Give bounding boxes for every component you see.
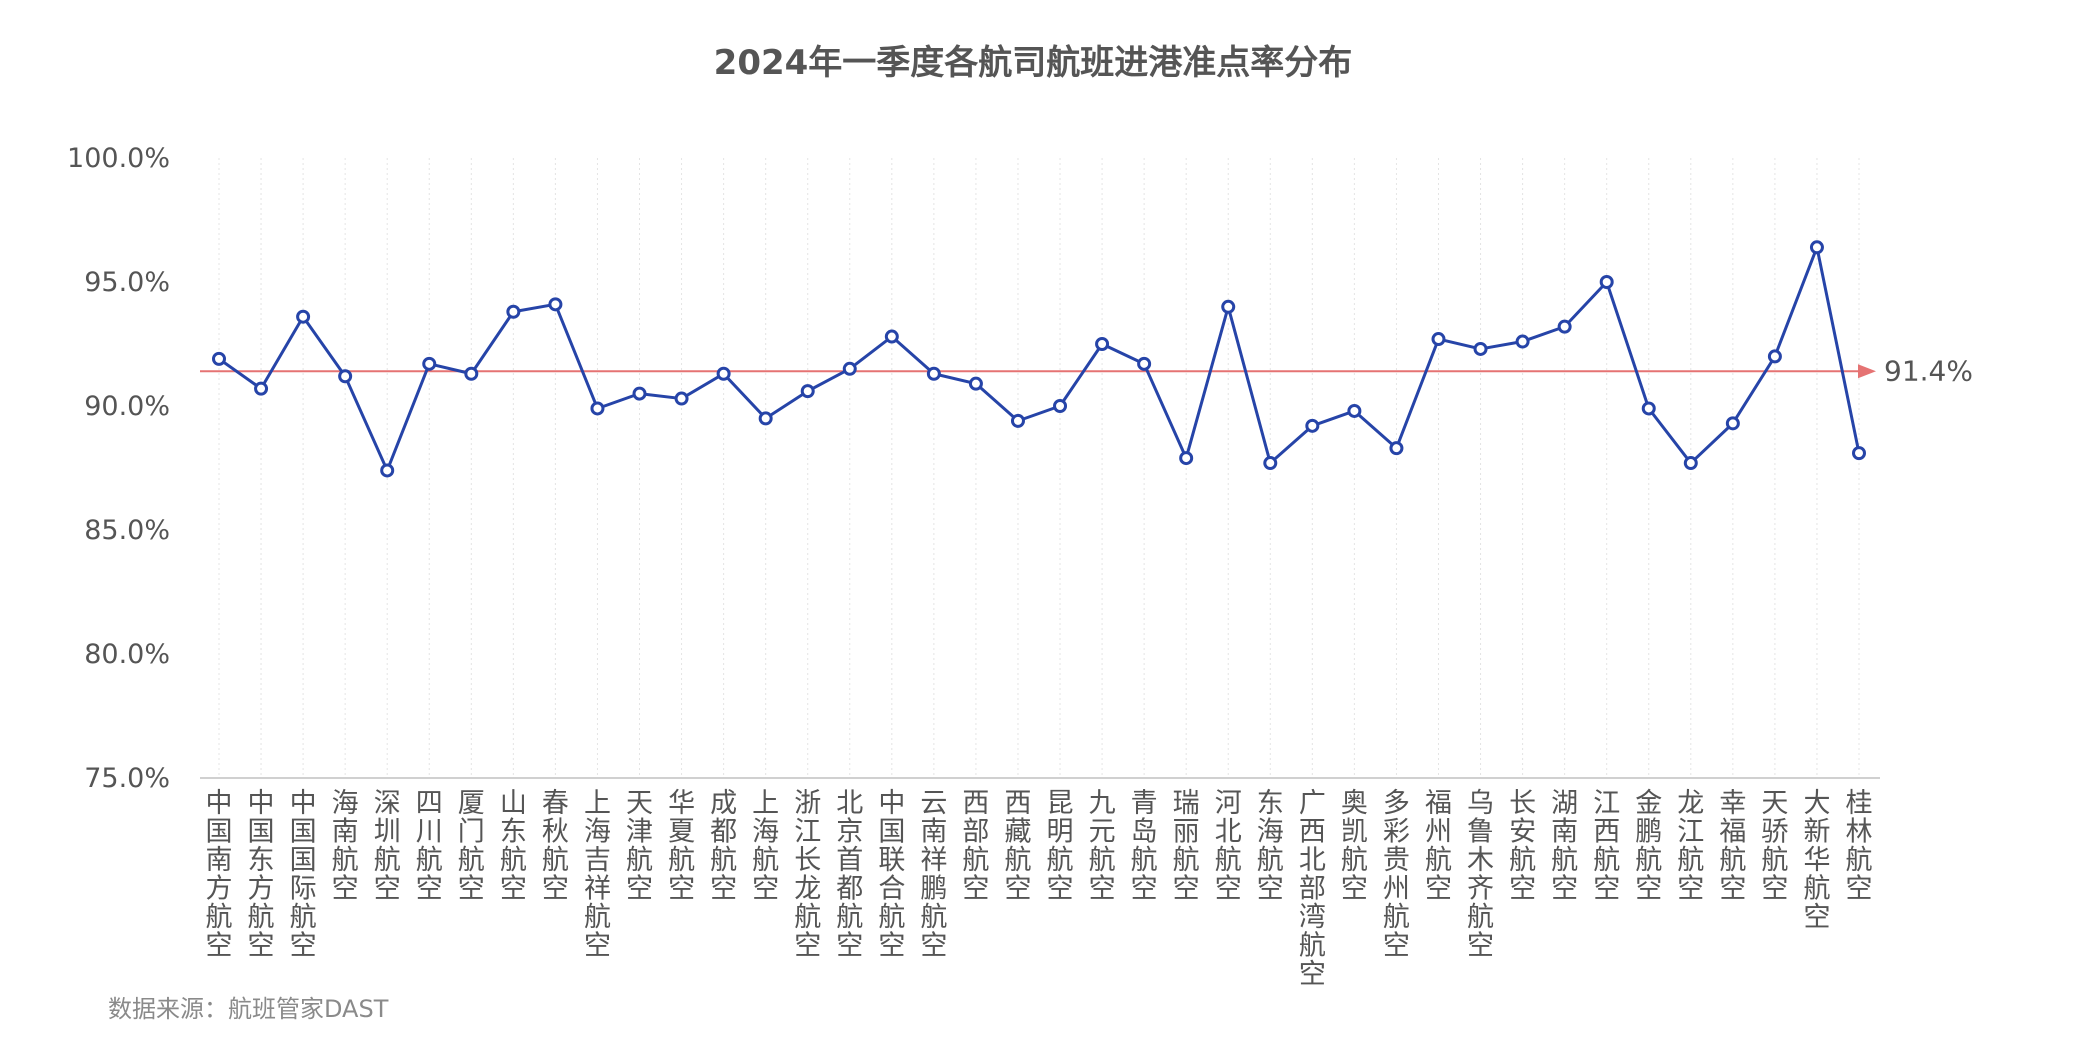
- x-tick-label: 桂林航空: [1846, 788, 1873, 905]
- data-point[interactable]: [548, 297, 563, 312]
- data-point[interactable]: [254, 381, 269, 396]
- x-tick-label: 深圳航空: [374, 788, 401, 905]
- reference-line-group: 91.4%: [200, 354, 1973, 387]
- data-point[interactable]: [1683, 456, 1698, 471]
- x-tick-label: 天津航空: [626, 788, 653, 905]
- data-point[interactable]: [1389, 441, 1404, 456]
- data-point[interactable]: [800, 384, 815, 399]
- x-tick-label: 福州航空: [1425, 788, 1452, 905]
- x-tick-label: 中国南方航空: [206, 788, 233, 962]
- x-tick-label: 天骄航空: [1761, 788, 1788, 905]
- data-point[interactable]: [632, 386, 647, 401]
- x-tick-label: 浙江长龙航空: [794, 788, 821, 962]
- data-point[interactable]: [1347, 403, 1362, 418]
- data-point[interactable]: [1725, 416, 1740, 431]
- data-point[interactable]: [506, 304, 521, 319]
- y-tick-label: 100.0%: [67, 143, 170, 174]
- x-tick-label: 多彩贵州航空: [1383, 788, 1410, 962]
- data-point[interactable]: [1557, 319, 1572, 334]
- x-tick-label: 厦门航空: [458, 788, 485, 905]
- data-point[interactable]: [212, 351, 226, 366]
- x-tick-label: 山东航空: [500, 788, 527, 905]
- x-tick-label: 长安航空: [1509, 788, 1536, 905]
- x-tick-label: 中国联合航空: [878, 788, 905, 962]
- data-point[interactable]: [1221, 299, 1236, 314]
- x-tick-label: 云南祥鹏航空: [920, 788, 947, 962]
- data-point[interactable]: [1641, 401, 1656, 416]
- x-tick-label: 江西航空: [1593, 788, 1620, 905]
- data-point[interactable]: [926, 366, 941, 381]
- data-point[interactable]: [422, 356, 437, 371]
- x-tick-label: 中国国际航空: [290, 788, 317, 962]
- x-tick-label: 西藏航空: [1004, 788, 1031, 905]
- series-line: [218, 245, 1861, 472]
- x-tick-label: 四川航空: [416, 788, 443, 905]
- data-point[interactable]: [1515, 334, 1530, 349]
- x-tick-label: 龙江航空: [1677, 788, 1704, 905]
- x-tick-label: 幸福航空: [1719, 788, 1746, 905]
- data-point[interactable]: [1852, 446, 1866, 461]
- data-point[interactable]: [590, 401, 605, 416]
- source-note: 数据来源：航班管家DAST: [108, 995, 389, 1023]
- data-point[interactable]: [296, 309, 311, 324]
- x-tick-label: 北京首都航空: [836, 788, 863, 962]
- data-point[interactable]: [1095, 337, 1110, 351]
- x-tick-label: 青岛航空: [1131, 788, 1158, 905]
- reference-label: 91.4%: [1884, 354, 1973, 387]
- y-tick-label: 95.0%: [84, 267, 170, 298]
- data-point[interactable]: [968, 376, 983, 391]
- x-tick-label: 华夏航空: [668, 788, 695, 905]
- chart-title: 2024年一季度各航司航班进港准点率分布: [714, 43, 1353, 83]
- x-tick-label: 河北航空: [1215, 788, 1242, 905]
- x-tick-label: 金鹏航空: [1635, 788, 1662, 905]
- x-tick-label: 中国东方航空: [248, 788, 275, 962]
- data-point[interactable]: [758, 411, 773, 426]
- data-point[interactable]: [842, 361, 857, 376]
- y-tick-label: 75.0%: [84, 763, 170, 794]
- data-point[interactable]: [1137, 356, 1152, 371]
- x-tick-label: 昆明航空: [1047, 788, 1074, 905]
- y-tick-label: 90.0%: [84, 391, 170, 422]
- x-tick-label: 奥凯航空: [1341, 788, 1368, 905]
- x-tick-label: 九元航空: [1089, 788, 1116, 905]
- data-point[interactable]: [1473, 341, 1488, 356]
- x-tick-label: 海南航空: [332, 788, 359, 905]
- x-tick-label: 上海航空: [752, 788, 779, 905]
- data-point[interactable]: [1305, 418, 1320, 433]
- data-point[interactable]: [1767, 349, 1782, 364]
- x-tick-label: 湖南航空: [1551, 788, 1578, 905]
- data-point[interactable]: [716, 366, 731, 381]
- x-tick-label: 西部航空: [962, 788, 989, 905]
- x-tick-label: 东海航空: [1257, 788, 1284, 905]
- x-tick-label: 乌鲁木齐航空: [1467, 788, 1494, 962]
- x-tick-label: 大新华航空: [1803, 788, 1830, 933]
- x-tick-label: 广西北部湾航空: [1299, 788, 1326, 990]
- x-tick-labels: 中国南方航空中国东方航空中国国际航空海南航空深圳航空四川航空厦门航空山东航空春秋…: [206, 788, 1873, 990]
- data-point[interactable]: [674, 391, 689, 406]
- data-point[interactable]: [1179, 451, 1194, 466]
- data-point[interactable]: [1053, 399, 1068, 413]
- data-point[interactable]: [380, 463, 395, 478]
- reference-arrow-icon: [1858, 364, 1876, 379]
- x-tick-label: 成都航空: [710, 788, 737, 905]
- axes: 75.0% 80.0% 85.0% 90.0% 95.0% 100.0%: [67, 143, 1880, 794]
- data-point[interactable]: [884, 329, 899, 344]
- y-tick-label: 85.0%: [84, 515, 170, 546]
- gridlines: [218, 158, 1860, 778]
- data-point[interactable]: [464, 366, 479, 381]
- x-tick-label: 瑞丽航空: [1173, 788, 1200, 905]
- y-tick-label: 80.0%: [84, 639, 170, 670]
- data-point[interactable]: [1431, 332, 1446, 347]
- series-group: [212, 240, 1866, 478]
- data-point[interactable]: [1263, 456, 1278, 471]
- data-point[interactable]: [338, 369, 353, 384]
- data-point[interactable]: [1599, 275, 1614, 289]
- data-point[interactable]: [1010, 413, 1025, 428]
- x-tick-label: 上海吉祥航空: [584, 788, 611, 962]
- x-tick-label: 春秋航空: [542, 788, 569, 905]
- data-point[interactable]: [1809, 240, 1824, 255]
